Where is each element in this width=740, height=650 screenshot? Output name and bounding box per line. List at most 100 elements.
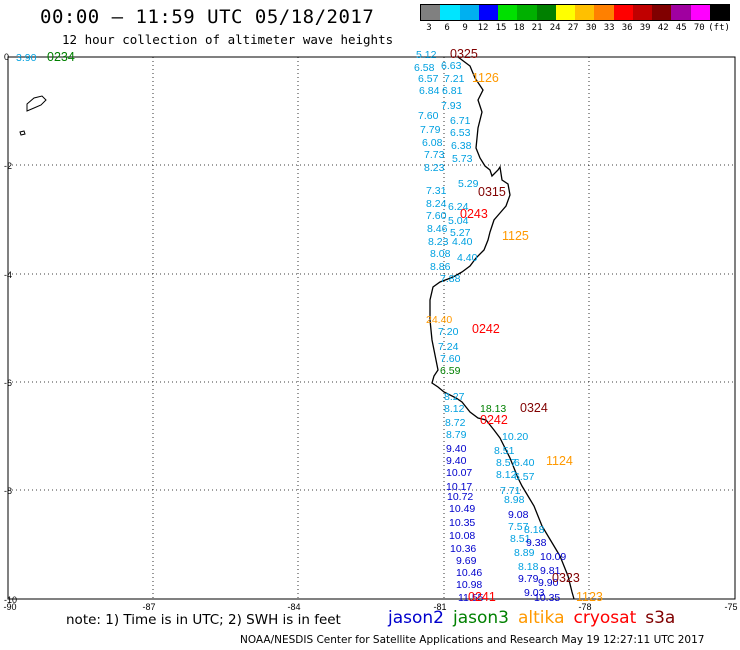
color-swatch (421, 5, 441, 20)
y-tick-label: -4 (4, 270, 12, 280)
wave-height-label: 7.60 (440, 353, 461, 365)
color-scale-label: 39 (639, 23, 651, 33)
wave-height-label: 6.81 (442, 85, 463, 97)
wave-height-label: 8.51 (494, 445, 515, 457)
color-scale-label: 27 (567, 23, 579, 33)
wave-height-label: 6.59 (440, 365, 461, 377)
wave-height-label: 8.98 (504, 494, 525, 506)
wave-height-label: 0234 (47, 50, 75, 64)
wave-height-label: 0324 (520, 401, 548, 415)
x-tick-label: -84 (287, 602, 300, 612)
color-scale-label: 12 (477, 23, 489, 33)
color-swatch (440, 5, 460, 20)
color-swatch (498, 5, 518, 20)
wave-height-label: 7.57 (508, 521, 529, 533)
y-tick-label: -2 (4, 161, 12, 171)
wave-height-label: 5.04 (448, 215, 469, 227)
wave-height-label: 7.88 (440, 273, 461, 285)
wave-height-label: 8.86 (430, 261, 451, 273)
y-tick-label: -6 (4, 378, 12, 388)
wave-height-label: 8.27 (444, 391, 465, 403)
wave-height-label: 0243 (460, 207, 488, 221)
color-scale-label: 30 (585, 23, 597, 33)
wave-height-label: 8.23 (428, 236, 449, 248)
wave-height-label: 7.71 (500, 485, 521, 497)
wave-height-label: 7.21 (444, 73, 465, 85)
color-swatch (690, 5, 710, 20)
color-scale-swatches (420, 4, 730, 21)
legend-jason3: jason3 (453, 608, 509, 628)
wave-height-label: 5.27 (450, 227, 471, 239)
coastline (19, 56, 575, 600)
color-scale-label: 24 (549, 23, 561, 33)
wave-height-label: 10.46 (456, 567, 482, 579)
color-swatch (536, 5, 556, 20)
wave-height-label: 7.79 (420, 124, 441, 136)
wave-height-label: 0315 (478, 185, 506, 199)
wave-height-label: 8.46 (427, 223, 448, 235)
x-tick-label: -81 (433, 602, 446, 612)
wave-height-label: 10.36 (450, 543, 476, 555)
wave-height-label: 1125 (502, 229, 529, 243)
wave-height-label: 4.40 (452, 236, 473, 248)
wave-height-label: 10.07 (446, 467, 472, 479)
wave-height-label: 10.98 (456, 579, 482, 591)
wave-height-label: 8.08 (430, 248, 451, 260)
wave-height-label: 7.24 (438, 341, 459, 353)
wave-height-label: 6.71 (450, 115, 471, 127)
wave-height-label: 3.90 (16, 52, 37, 64)
wave-height-label: 0242 (480, 413, 508, 427)
wave-height-label: 6.38 (451, 140, 472, 152)
island-small (19, 130, 26, 136)
wave-height-label: 9.38 (526, 537, 547, 549)
axis-tick-labels: -90 -87 -84 -81 -78 -75 0 -2 -4 -6 -8 -10 (3, 52, 737, 612)
color-scale-label: 33 (603, 23, 615, 33)
wave-height-label: 6.24 (448, 201, 469, 213)
wave-height-label: 9.40 (446, 455, 467, 467)
wave-height-label: 8.12 (444, 403, 465, 415)
wave-height-label: 8.12 (496, 469, 517, 481)
color-swatch (652, 5, 672, 20)
wave-height-label: 8.89 (514, 547, 535, 559)
wave-height-label: 10.08 (449, 530, 475, 542)
wave-height-label: 10.35 (449, 517, 475, 529)
y-tick-label: 0 (4, 52, 9, 62)
wave-height-label: 4.40 (457, 252, 478, 264)
wave-height-label: 9.90 (538, 577, 559, 589)
color-swatch (459, 5, 479, 20)
wave-height-label: 5.12 (416, 49, 437, 61)
x-tick-label: -87 (142, 602, 155, 612)
wave-height-label: 6.57 (514, 471, 535, 483)
wave-height-label: 0242 (472, 322, 500, 336)
y-tick-label: -10 (4, 595, 17, 605)
wave-height-label: 7.60 (418, 110, 439, 122)
credit-line: NOAA/NESDIS Center for Satellite Applica… (240, 634, 705, 646)
color-swatch (709, 5, 729, 20)
wave-height-label: 11.55 (458, 592, 484, 604)
legend-cryosat: cryosat (573, 608, 637, 628)
wave-height-label: 9.79 (518, 573, 539, 585)
legend-jason2: jason2 (388, 608, 444, 628)
wave-height-label: 9.08 (508, 509, 529, 521)
color-scale-label: 36 (621, 23, 633, 33)
wave-height-label: 10.09 (540, 551, 566, 563)
wave-height-label: 8.24 (426, 198, 447, 210)
wave-height-label: 0241 (468, 590, 496, 604)
wave-height-label: 24.40 (426, 314, 452, 326)
color-swatch (517, 5, 537, 20)
color-swatch (613, 5, 633, 20)
wave-height-label: 7.60 (426, 210, 447, 222)
map-subtitle: 12 hour collection of altimeter wave hei… (62, 32, 394, 47)
coastline-path (429, 56, 575, 600)
map-frame (7, 56, 736, 600)
color-swatch (632, 5, 652, 20)
wave-height-label: 9.69 (456, 555, 477, 567)
wave-height-label: 7.31 (426, 185, 447, 197)
wave-height-label: 8.51 (510, 533, 531, 545)
wave-height-label: 0325 (450, 47, 478, 61)
color-swatch (575, 5, 595, 20)
satellite-legend: jason2 jason3 altika cryosat s3a (388, 608, 684, 628)
color-scale-label: 45 (675, 23, 687, 33)
